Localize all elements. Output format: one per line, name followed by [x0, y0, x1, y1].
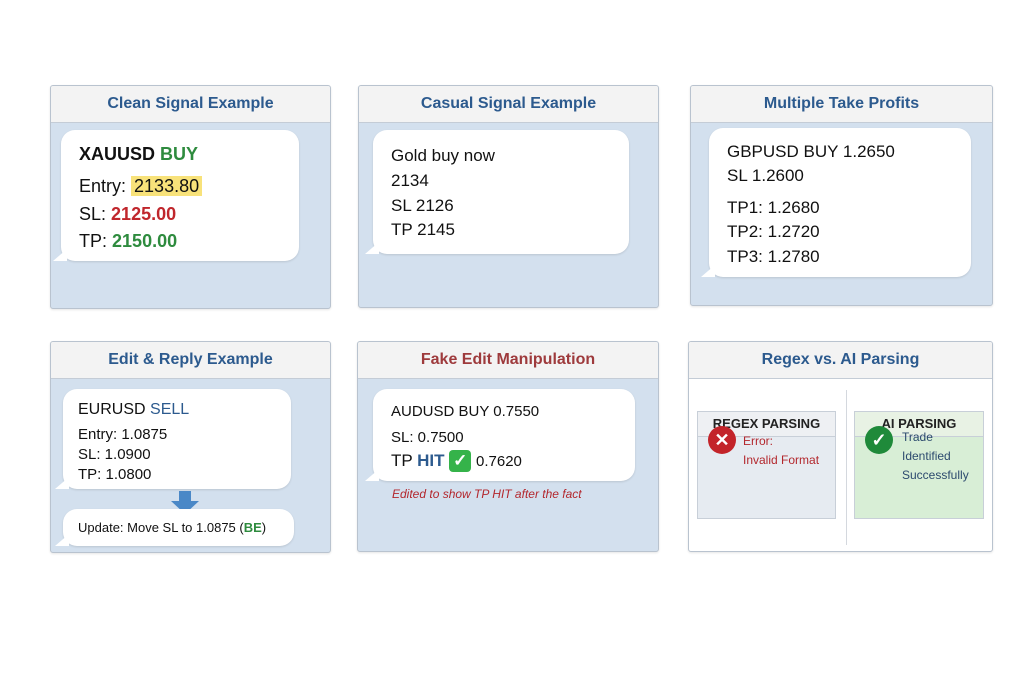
message-line: 2134 — [391, 171, 429, 190]
message-line: TP: 1.0800 — [78, 466, 152, 483]
message-bubble: Gold buy now 2134 SL 2126 TP 2145 — [365, 130, 629, 254]
error-line: Invalid Format — [743, 453, 820, 467]
message-line: SL: 0.7500 — [391, 429, 464, 446]
message-line: SL: 1.0900 — [78, 446, 151, 463]
error-line: Error: — [743, 434, 773, 448]
success-check-icon: ✓ — [865, 426, 893, 454]
be-label: BE — [243, 520, 262, 535]
error-x-icon: ✕ — [708, 426, 736, 454]
reply-bubble: Update: Move SL to 1.0875 (BE) — [55, 509, 294, 546]
success-text: Trade Identified Successfully — [902, 428, 969, 485]
success-line: Successfully — [902, 468, 969, 482]
entry-line: Entry: 2133.80 — [79, 176, 203, 197]
update-line: Update: Move SL to 1.0875 (BE) — [78, 520, 266, 535]
divider — [846, 390, 847, 545]
update-text: Update: Move SL to 1.0875 ( — [78, 520, 244, 535]
message-line: TP 2145 — [391, 220, 455, 239]
message-bubble: AUDUSD BUY 0.7550 SL: 0.7500 TP HIT ✓ 0.… — [365, 389, 635, 481]
message-line: TP3: 1.2780 — [727, 247, 820, 266]
regex-vs-ai-panel: Regex vs. AI Parsing REGEX PARSING ✕ Err… — [688, 341, 993, 552]
tp-value: 2150.00 — [112, 231, 178, 251]
message-line: Gold buy now — [391, 146, 495, 165]
check-icon: ✓ — [449, 450, 472, 472]
regex-parsing-box: REGEX PARSING ✕ Error: Invalid Format — [697, 411, 836, 519]
box-title: AI PARSING — [855, 412, 983, 437]
edit-reply-panel: Edit & Reply Example EURUSD SELL Entry: … — [50, 341, 331, 553]
hit-label: HIT — [417, 451, 445, 470]
side: SELL — [150, 401, 190, 418]
pair: XAUUSD — [79, 144, 156, 164]
message-line: SL 1.2600 — [727, 166, 804, 185]
success-line: Identified — [902, 449, 951, 463]
panel-title: Edit & Reply Example — [51, 342, 330, 379]
side: BUY — [160, 144, 199, 164]
casual-signal-panel: Casual Signal Example Gold buy now 2134 … — [358, 85, 659, 308]
pair: EURUSD — [78, 401, 146, 418]
sl-value: 2125.00 — [111, 204, 177, 224]
error-text: Error: Invalid Format — [743, 432, 819, 470]
fake-edit-panel: Fake Edit Manipulation AUDUSD BUY 0.7550… — [357, 341, 659, 552]
multiple-tp-panel: Multiple Take Profits GBPUSD BUY 1.2650 … — [690, 85, 993, 306]
message-line: Entry: 1.0875 — [78, 426, 168, 443]
message-line: GBPUSD BUY 1.2650 — [727, 142, 895, 161]
tp-line: TP: 2150.00 — [79, 231, 177, 252]
arrow-down-icon — [179, 491, 191, 501]
update-text-end: ) — [261, 520, 267, 535]
sl-label: SL: — [79, 204, 107, 224]
tp-label: TP — [391, 451, 413, 470]
ai-parsing-box: AI PARSING ✓ Trade Identified Successfully — [854, 411, 984, 519]
signal-header: EURUSD SELL — [78, 401, 189, 419]
message-line: SL 2126 — [391, 196, 454, 215]
tp-label: TP: — [79, 231, 108, 251]
message-line: TP1: 1.2680 — [727, 198, 820, 217]
panel-title: Multiple Take Profits — [691, 86, 992, 123]
success-line: Trade — [902, 430, 933, 444]
caption: Edited to show TP HIT after the fact — [392, 487, 582, 501]
signal-header: XAUUSD BUY — [79, 144, 198, 165]
clean-signal-panel: Clean Signal Example XAUUSD BUY Entry: 2… — [50, 85, 331, 309]
panel-title: Regex vs. AI Parsing — [689, 342, 992, 379]
message-bubble: EURUSD SELL Entry: 1.0875 SL: 1.0900 TP:… — [55, 389, 291, 489]
message-bubble: GBPUSD BUY 1.2650 SL 1.2600 TP1: 1.2680 … — [701, 128, 971, 277]
entry-label: Entry: — [79, 176, 127, 196]
message-line: TP2: 1.2720 — [727, 222, 820, 241]
sl-line: SL: 2125.00 — [79, 204, 176, 225]
tp-hit-line: TP HIT ✓ 0.7620 — [391, 450, 522, 472]
message-line: AUDUSD BUY 0.7550 — [391, 403, 540, 420]
message-bubble: XAUUSD BUY Entry: 2133.80 SL: 2125.00 TP… — [53, 130, 299, 261]
tp-value: 0.7620 — [476, 453, 522, 470]
panel-title: Fake Edit Manipulation — [358, 342, 658, 379]
entry-value: 2133.80 — [131, 176, 203, 196]
panel-title: Clean Signal Example — [51, 86, 330, 123]
panel-title: Casual Signal Example — [359, 86, 658, 123]
